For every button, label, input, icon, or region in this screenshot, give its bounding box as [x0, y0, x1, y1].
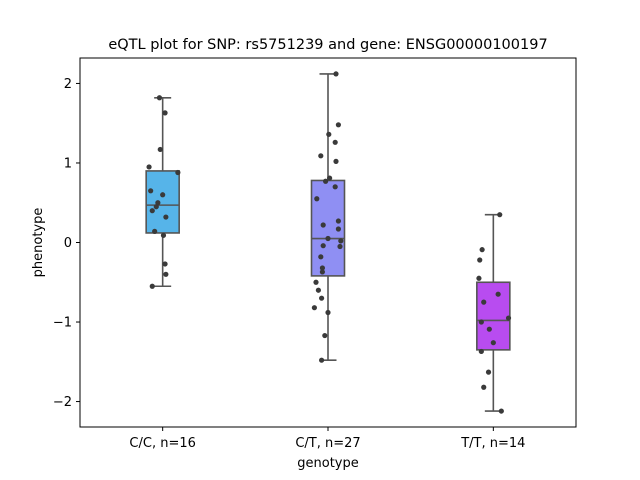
data-point [497, 212, 503, 218]
data-point [152, 228, 158, 234]
data-point [335, 122, 341, 128]
x-axis: C/C, n=16 C/T, n=27 T/T, n=14 [129, 427, 525, 451]
data-point [319, 265, 325, 271]
data-point [332, 139, 338, 145]
data-point [146, 164, 152, 170]
chart-title: eQTL plot for SNP: rs5751239 and gene: E… [108, 37, 547, 53]
data-point [319, 269, 325, 275]
y-tick-label: −2 [53, 395, 72, 410]
data-point [160, 232, 167, 238]
data-point [478, 348, 484, 355]
plot-frame [79, 57, 577, 428]
data-point [481, 299, 487, 305]
data-point [320, 243, 326, 249]
data-point [327, 175, 333, 181]
data-point [325, 309, 331, 316]
y-axis: −2 −1 0 1 2 [53, 77, 80, 410]
data-point [157, 146, 163, 153]
data-point [162, 110, 168, 116]
y-tick-label: 1 [64, 156, 72, 171]
y-tick-label: 2 [64, 77, 72, 92]
x-axis-label: genotype [297, 456, 358, 471]
plot-area [145, 71, 512, 414]
y-tick-label: −1 [53, 316, 72, 331]
data-point [326, 131, 332, 137]
data-point [322, 332, 328, 339]
data-point [505, 315, 512, 321]
data-point [319, 295, 325, 301]
data-point [476, 275, 482, 281]
data-point [156, 95, 163, 101]
x-tick-label: T/T, n=14 [460, 436, 525, 451]
data-point [485, 369, 492, 375]
data-point [162, 261, 168, 267]
data-point [338, 238, 344, 244]
genotype-group [145, 95, 181, 289]
y-tick-label: 0 [64, 236, 72, 251]
iqr-box [476, 281, 511, 351]
data-point [479, 247, 485, 253]
data-point [315, 287, 321, 293]
data-point [323, 178, 329, 184]
data-point [314, 196, 320, 202]
data-point [325, 235, 331, 242]
iqr-box [145, 170, 180, 234]
data-point [175, 169, 181, 176]
data-point [160, 192, 166, 198]
data-point [481, 384, 487, 390]
data-point [313, 279, 319, 285]
data-point [320, 222, 326, 228]
data-point [333, 158, 339, 164]
data-point [149, 283, 155, 289]
data-point [333, 71, 339, 77]
x-tick-label: C/C, n=16 [129, 436, 195, 451]
data-point [335, 226, 341, 232]
genotype-group [476, 212, 512, 414]
data-point [318, 153, 324, 159]
data-point [337, 243, 343, 250]
data-point [498, 408, 504, 414]
data-point [332, 184, 338, 190]
x-tick-label: C/T, n=27 [295, 436, 360, 451]
data-point [478, 319, 484, 325]
data-point [155, 200, 161, 206]
data-point [490, 340, 496, 346]
data-point [148, 188, 154, 194]
data-point [318, 254, 324, 260]
data-point [335, 218, 341, 224]
data-point [486, 326, 492, 332]
genotype-group [310, 71, 346, 363]
data-point [149, 208, 155, 214]
data-point [153, 204, 159, 210]
y-axis-label: phenotype [31, 208, 46, 278]
data-point [477, 257, 483, 263]
data-point [163, 214, 169, 220]
data-point [163, 271, 169, 277]
data-point [319, 357, 325, 363]
data-point [311, 305, 317, 311]
data-point [495, 291, 501, 297]
